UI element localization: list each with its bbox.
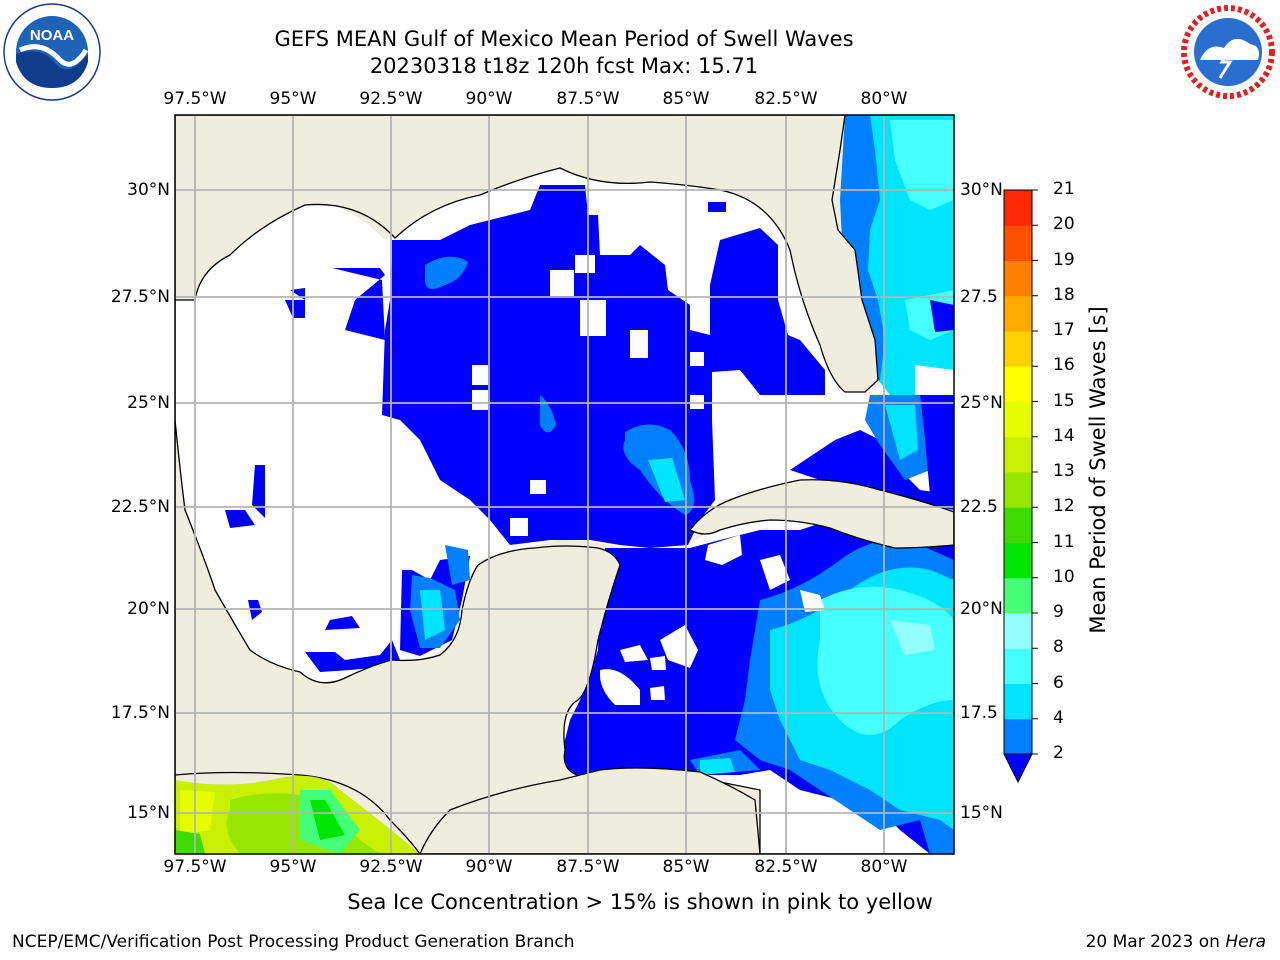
lon-label: 87.5°W <box>556 857 620 877</box>
colorbar-bin <box>1004 225 1032 261</box>
lon-label: 97.5°W <box>163 89 227 109</box>
colorbar-bin <box>1004 260 1032 297</box>
lon-label: 90°W <box>465 89 513 109</box>
lon-label: 82.5°W <box>754 89 818 109</box>
colorbar-bin <box>1004 472 1032 508</box>
colorbar-bin <box>1004 507 1032 543</box>
colorbar-tick-label: 21 <box>1053 179 1075 199</box>
lat-label: 20°N <box>127 599 170 619</box>
colorbar-bin <box>1004 577 1032 614</box>
colorbar-tick-label: 8 <box>1053 637 1064 658</box>
sea-ice-note-text: Sea Ice Concentration > 15% is shown in … <box>347 890 933 914</box>
lat-label: 20°N <box>960 599 1003 619</box>
colorbar-bin <box>1004 366 1032 402</box>
colorbar-tick-label: 20 <box>1053 214 1075 235</box>
colorbar-tick-label: 17 <box>1053 320 1075 340</box>
lat-label: 27.5 <box>960 287 998 307</box>
lat-label: 30°N <box>127 180 170 200</box>
lat-label: 22.5 <box>960 497 998 517</box>
colorbar-bin <box>1004 295 1032 332</box>
lon-label: 92.5°W <box>359 89 423 109</box>
lon-label: 87.5°W <box>556 89 620 109</box>
colorbar-bin <box>1004 436 1032 473</box>
colorbar-extension <box>1003 753 1033 784</box>
lat-label: 25°N <box>960 393 1003 413</box>
map-frame <box>174 114 955 855</box>
lon-label: 97.5°W <box>163 857 227 877</box>
lon-label: 85°W <box>662 89 710 109</box>
lat-label: 17.5 <box>960 703 998 723</box>
colorbar <box>1003 189 1038 784</box>
colorbar-bin <box>1004 683 1032 720</box>
colorbar-tick-label: 4 <box>1053 707 1064 728</box>
lat-label: 30°N <box>960 180 1003 200</box>
swell-region-gulf <box>382 185 825 548</box>
lon-label: 85°W <box>662 857 710 877</box>
colorbar-tick-label: 14 <box>1053 425 1075 446</box>
lon-label: 90°W <box>465 857 513 877</box>
lat-label: 17.5°N <box>110 703 170 723</box>
lat-label: 15°N <box>127 803 170 823</box>
colorbar-tick-label: 10 <box>1053 566 1075 587</box>
nws-logo <box>1180 4 1276 100</box>
colorbar-tick-label: 18 <box>1053 284 1075 305</box>
colorbar-tick-label: 16 <box>1053 355 1075 376</box>
colorbar-bin <box>1004 542 1032 579</box>
colorbar-tick-label: 12 <box>1053 496 1075 517</box>
colorbar-tick-label: 6 <box>1053 672 1064 693</box>
map-title: GEFS MEAN Gulf of Mexico Mean Period of … <box>274 27 854 51</box>
lon-label: 95°W <box>269 857 317 877</box>
lon-label: 82.5°W <box>754 857 818 877</box>
colorbar-bin <box>1004 190 1032 226</box>
cuba-land <box>689 479 954 549</box>
footer-producer: NCEP/EMC/Verification Post Processing Pr… <box>12 932 575 952</box>
colorbar-tick-label: 2 <box>1053 743 1064 763</box>
colorbar-bin <box>1004 718 1032 755</box>
lon-label: 95°W <box>269 89 317 109</box>
colorbar-bin <box>1004 331 1032 367</box>
lat-label: 25°N <box>127 393 170 413</box>
lon-label: 92.5°W <box>359 857 423 877</box>
colorbar-tick-label: 9 <box>1053 602 1064 622</box>
map-subtitle: 20230318 t18z 120h fcst Max: 15.71 <box>369 54 759 78</box>
sea-ice-note: Sea Ice Concentration > 15% is shown in … <box>0 890 1280 914</box>
graticule <box>175 115 954 854</box>
lat-label: 15°N <box>960 803 1003 823</box>
colorbar-bin <box>1004 613 1032 649</box>
colorbar-bin <box>1004 401 1032 438</box>
colorbar-bin <box>1004 648 1032 684</box>
mexico-land <box>175 115 954 854</box>
colorbar-tick-label: 15 <box>1053 390 1075 411</box>
colorbar-tick-label: 19 <box>1053 249 1075 270</box>
colorbar-tick-label: 13 <box>1053 461 1075 481</box>
footer-date-text: 20 Mar 2023 on <box>1085 932 1226 952</box>
lon-label: 80°W <box>860 89 908 109</box>
footer-date: 20 Mar 2023 on Hera <box>1086 932 1266 952</box>
lat-label: 27.5°N <box>110 287 170 307</box>
footer-host: Hera <box>1225 932 1266 952</box>
colorbar-title: Mean Period of Swell Waves [s] <box>1086 306 1110 634</box>
lon-label: 80°W <box>860 857 908 877</box>
colorbar-tick-label: 11 <box>1053 531 1075 552</box>
lat-label: 22.5°N <box>110 497 170 517</box>
noaa-logo-text: NOAA <box>30 27 74 44</box>
noaa-logo: NOAA <box>3 3 101 101</box>
